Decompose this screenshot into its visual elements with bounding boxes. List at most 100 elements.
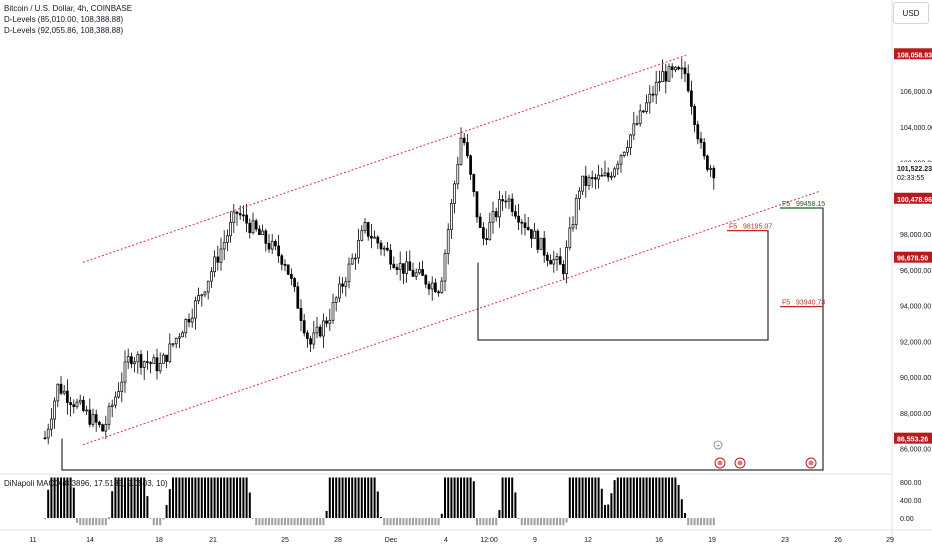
candle-body	[120, 381, 124, 392]
macd-bar	[188, 477, 190, 518]
candle	[437, 289, 440, 297]
macd-bar	[639, 477, 642, 518]
candle-body	[43, 437, 47, 440]
candle	[382, 245, 386, 257]
candle	[174, 337, 178, 349]
candle-body	[590, 177, 594, 179]
macd-indicator-label[interactable]: DiNapoli MACD (8.3896, 17.5185, 9.0503, …	[4, 479, 168, 488]
macd-bar	[386, 518, 389, 526]
candle-body	[331, 302, 335, 321]
candle	[264, 228, 268, 252]
candle	[325, 316, 328, 328]
candle	[315, 317, 319, 339]
candle	[395, 263, 399, 276]
macd-bar	[149, 518, 152, 519]
candle-body	[619, 155, 623, 165]
candle-body	[293, 278, 296, 288]
macd-bar	[402, 518, 405, 526]
candle-body	[603, 172, 607, 176]
time-tick-label: 9	[533, 537, 537, 544]
candle	[571, 216, 575, 232]
macd-bar	[488, 518, 491, 526]
candle	[203, 291, 207, 298]
macd-bar	[696, 518, 699, 526]
macd-bar	[572, 477, 574, 518]
candle-body	[485, 238, 488, 241]
macd-bar	[364, 477, 366, 518]
macd-bar	[450, 477, 453, 518]
price-badge-last: 100,478.96	[897, 197, 932, 204]
candle-body	[117, 391, 120, 398]
candle	[523, 213, 527, 236]
candle-body	[507, 198, 511, 202]
macd-bar	[687, 518, 690, 526]
candles	[43, 57, 716, 445]
candle	[238, 205, 242, 220]
candle	[629, 134, 632, 156]
macd-bar	[309, 518, 312, 526]
candle-body	[424, 275, 428, 285]
candle-body	[491, 211, 495, 223]
macd-bar	[290, 518, 293, 526]
candle	[197, 287, 200, 305]
macd-bar	[463, 477, 466, 518]
macd-bar	[127, 477, 130, 518]
candle	[370, 224, 373, 249]
candle-body	[190, 317, 194, 323]
candle-body	[139, 354, 143, 368]
time-tick-label: 19	[708, 537, 716, 544]
macd-bar	[690, 518, 693, 526]
candle	[587, 174, 591, 190]
macd-bar	[194, 477, 197, 518]
candle-body	[526, 227, 530, 230]
macd-bar	[460, 477, 462, 518]
candle-body	[267, 243, 271, 250]
currency-button[interactable]: USD	[893, 2, 929, 24]
candle-body	[197, 295, 200, 302]
candle	[533, 222, 536, 239]
candle-body	[514, 211, 517, 217]
candle-body	[664, 71, 668, 82]
macd-bar	[303, 518, 306, 526]
candle-body	[674, 66, 677, 70]
candle	[683, 61, 687, 83]
macd-bar	[645, 477, 648, 518]
candle-body	[693, 105, 696, 125]
candle-body	[606, 172, 610, 178]
candle-body	[136, 354, 140, 363]
candle-body	[242, 214, 245, 217]
candle	[62, 385, 66, 396]
candle-body	[699, 138, 703, 143]
candle	[418, 261, 421, 275]
candle-body	[104, 423, 108, 432]
candle	[702, 138, 706, 160]
macd-bar	[418, 518, 421, 526]
macd-bar	[357, 477, 360, 518]
candle-body	[50, 418, 53, 430]
candle	[82, 396, 85, 413]
candle	[158, 352, 162, 374]
candle-body	[133, 361, 136, 365]
macd-bar	[655, 477, 658, 518]
macd-bar	[354, 477, 357, 518]
macd-bar	[367, 477, 370, 518]
d-levels-indicator-1[interactable]: D-Levels (85,010.00, 108,388.88)	[4, 15, 124, 24]
macd-bar	[159, 518, 162, 526]
candle	[568, 216, 572, 251]
candle	[98, 420, 101, 428]
candle	[546, 252, 549, 267]
d-levels-indicator-2[interactable]: D-Levels (92,055.86, 108,388.88)	[4, 26, 124, 35]
candle-body	[539, 237, 543, 250]
candle-body	[245, 214, 248, 224]
price-badge-low-bg	[894, 432, 932, 444]
candle	[114, 391, 117, 409]
candle-body	[402, 263, 405, 274]
candle-body	[443, 252, 447, 282]
macd-bar	[63, 477, 66, 518]
economic-event-dot	[808, 460, 814, 466]
candle	[318, 324, 322, 338]
macd-bar	[434, 518, 437, 526]
candle-body	[82, 399, 85, 411]
